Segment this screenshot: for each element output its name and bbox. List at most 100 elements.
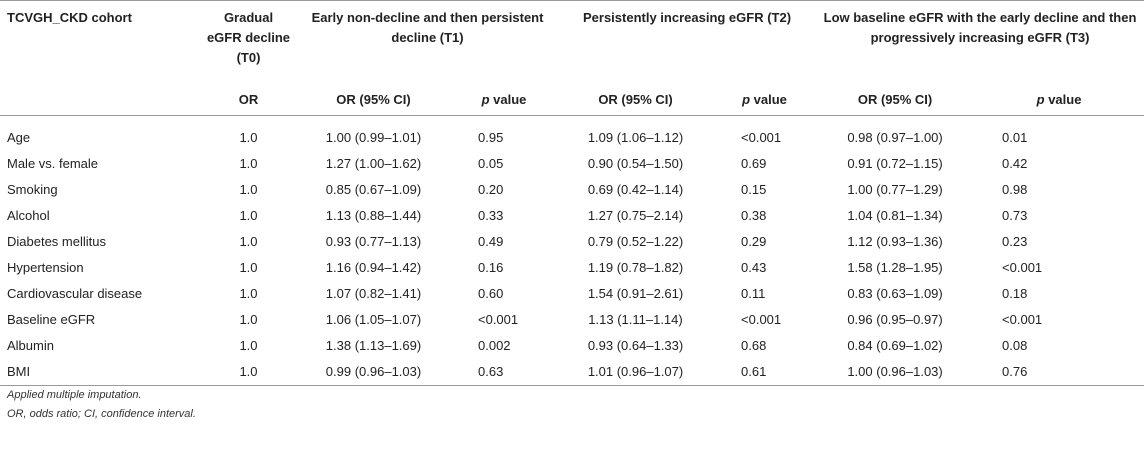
t3-p-value: 0.23 bbox=[1002, 233, 1028, 249]
t3-or-ci: 1.00 (0.96–1.03) bbox=[847, 364, 943, 379]
t0-or: 1.0 bbox=[239, 207, 258, 223]
subheader-t1-or-ci: OR (95% CI) bbox=[336, 91, 411, 107]
t1-p-value: 0.63 bbox=[478, 364, 504, 379]
t1-p-value: 0.05 bbox=[478, 155, 504, 171]
row-label: Albumin bbox=[7, 337, 54, 353]
t0-or: 1.0 bbox=[239, 311, 258, 327]
t1-p-value: 0.20 bbox=[478, 181, 504, 197]
odds-ratio-table: TCVGH_CKD cohort Gradual eGFR decline (T… bbox=[0, 0, 1144, 386]
subheader-t1-p-value: p value bbox=[450, 83, 558, 116]
table-row: BMI 1.0 0.99 (0.96–1.03) 0.63 1.01 (0.96… bbox=[0, 358, 1144, 386]
t3-p-value: 0.08 bbox=[1002, 337, 1028, 353]
t1-or-ci: 1.00 (0.99–1.01) bbox=[325, 129, 422, 145]
t3-or-ci: 1.04 (0.81–1.34) bbox=[847, 207, 943, 223]
table-row: Cardiovascular disease 1.0 1.07 (0.82–1.… bbox=[0, 280, 1144, 306]
table-row: Age 1.0 1.00 (0.99–1.01) 0.95 1.09 (1.06… bbox=[0, 116, 1144, 151]
t3-or-ci: 0.98 (0.97–1.00) bbox=[847, 129, 943, 145]
t2-p-value: 0.15 bbox=[741, 181, 767, 197]
t3-p-value: 0.01 bbox=[1002, 129, 1028, 145]
corner-header: TCVGH_CKD cohort bbox=[7, 10, 132, 25]
t2-p-value: <0.001 bbox=[741, 129, 782, 145]
t3-p-value: <0.001 bbox=[1002, 259, 1043, 275]
table-row: Male vs. female 1.0 1.27 (1.00–1.62) 0.0… bbox=[0, 150, 1144, 176]
subheader-row: OR OR (95% CI) p value OR (95% CI) p val… bbox=[0, 83, 1144, 116]
group-header-t0: Gradual eGFR decline (T0) bbox=[206, 10, 291, 65]
t1-or-ci: 1.27 (1.00–1.62) bbox=[325, 155, 422, 171]
row-label: Baseline eGFR bbox=[7, 311, 96, 327]
row-label: Male vs. female bbox=[7, 155, 99, 171]
group-header-t1: Early non-decline and then persistent de… bbox=[311, 10, 544, 45]
table-body: Age 1.0 1.00 (0.99–1.01) 0.95 1.09 (1.06… bbox=[0, 116, 1144, 386]
results-table-container: TCVGH_CKD cohort Gradual eGFR decline (T… bbox=[0, 0, 1144, 386]
t3-p-value: <0.001 bbox=[1002, 311, 1043, 327]
t3-or-ci: 0.83 (0.63–1.09) bbox=[847, 285, 943, 301]
t2-or-ci: 0.79 (0.52–1.22) bbox=[587, 233, 684, 249]
t0-or: 1.0 bbox=[239, 259, 258, 275]
t1-p-value: 0.60 bbox=[478, 285, 504, 301]
t2-p-value: 0.68 bbox=[741, 337, 767, 353]
subheader-t3-p-value: p value bbox=[974, 83, 1144, 116]
t3-or-ci: 0.91 (0.72–1.15) bbox=[847, 155, 943, 171]
t1-or-ci: 0.99 (0.96–1.03) bbox=[325, 364, 422, 379]
t0-or: 1.0 bbox=[239, 285, 258, 301]
t3-p-value: 0.42 bbox=[1002, 155, 1028, 171]
row-label: Diabetes mellitus bbox=[7, 233, 106, 249]
group-header-row: TCVGH_CKD cohort Gradual eGFR decline (T… bbox=[0, 0, 1144, 84]
p-letter: p bbox=[742, 91, 751, 107]
t2-or-ci: 0.90 (0.54–1.50) bbox=[587, 155, 684, 171]
subheader-t2-or-ci: OR (95% CI) bbox=[598, 91, 673, 107]
t2-p-value: 0.38 bbox=[741, 207, 767, 223]
t1-or-ci: 1.13 (0.88–1.44) bbox=[325, 207, 422, 223]
t1-or-ci: 1.06 (1.05–1.07) bbox=[325, 311, 422, 327]
table-row: Albumin 1.0 1.38 (1.13–1.69) 0.002 0.93 … bbox=[0, 332, 1144, 358]
p-suffix: value bbox=[1044, 91, 1082, 107]
row-label: BMI bbox=[7, 364, 31, 379]
t2-or-ci: 1.09 (1.06–1.12) bbox=[587, 129, 684, 145]
table-row: Baseline eGFR 1.0 1.06 (1.05–1.07) <0.00… bbox=[0, 306, 1144, 332]
t3-or-ci: 0.84 (0.69–1.02) bbox=[847, 337, 943, 353]
p-letter: p bbox=[481, 91, 490, 107]
row-label: Age bbox=[7, 129, 31, 145]
t2-p-value: 0.61 bbox=[741, 364, 767, 379]
footnote-abbreviations: OR, odds ratio; CI, confidence interval. bbox=[7, 408, 196, 420]
t1-p-value: 0.16 bbox=[478, 259, 504, 275]
t2-or-ci: 1.27 (0.75–2.14) bbox=[587, 207, 684, 223]
p-suffix: value bbox=[489, 91, 527, 107]
t1-or-ci: 1.07 (0.82–1.41) bbox=[325, 285, 422, 301]
t3-p-value: 0.98 bbox=[1002, 181, 1028, 197]
table-footnotes: Applied multiple imputation. OR, odds ra… bbox=[7, 386, 196, 424]
t3-p-value: 0.73 bbox=[1002, 207, 1028, 223]
p-suffix: value bbox=[750, 91, 787, 107]
row-label: Hypertension bbox=[7, 259, 84, 275]
table-row: Smoking 1.0 0.85 (0.67–1.09) 0.20 0.69 (… bbox=[0, 176, 1144, 202]
t3-p-value: 0.18 bbox=[1002, 285, 1028, 301]
t2-p-value: 0.29 bbox=[741, 233, 767, 249]
t1-p-value: <0.001 bbox=[478, 311, 519, 327]
group-header-t3: Low baseline eGFR with the early decline… bbox=[823, 10, 1137, 45]
subheader-t2-p-value: p value bbox=[713, 83, 816, 116]
t2-or-ci: 1.01 (0.96–1.07) bbox=[587, 364, 684, 379]
table-row: Diabetes mellitus 1.0 0.93 (0.77–1.13) 0… bbox=[0, 228, 1144, 254]
subheader-t3-or-ci: OR (95% CI) bbox=[857, 91, 933, 107]
footnote-imputation: Applied multiple imputation. bbox=[7, 389, 142, 401]
t3-or-ci: 0.96 (0.95–0.97) bbox=[847, 311, 943, 327]
t1-p-value: 0.49 bbox=[478, 233, 504, 249]
t1-p-value: 0.33 bbox=[478, 207, 504, 223]
table-row: Alcohol 1.0 1.13 (0.88–1.44) 0.33 1.27 (… bbox=[0, 202, 1144, 228]
t0-or: 1.0 bbox=[239, 129, 258, 145]
t0-or: 1.0 bbox=[239, 364, 258, 379]
t2-p-value: 0.11 bbox=[741, 285, 766, 301]
t3-or-ci: 1.00 (0.77–1.29) bbox=[847, 181, 943, 197]
row-label: Alcohol bbox=[7, 207, 50, 223]
t2-or-ci: 0.69 (0.42–1.14) bbox=[587, 181, 684, 197]
t1-p-value: 0.002 bbox=[478, 337, 511, 353]
t0-or: 1.0 bbox=[239, 181, 258, 197]
t1-or-ci: 0.93 (0.77–1.13) bbox=[325, 233, 422, 249]
t1-p-value: 0.95 bbox=[478, 129, 504, 145]
t3-or-ci: 1.12 (0.93–1.36) bbox=[847, 233, 943, 249]
t2-p-value: 0.43 bbox=[741, 259, 767, 275]
t2-or-ci: 0.93 (0.64–1.33) bbox=[587, 337, 684, 353]
subheader-empty bbox=[0, 83, 200, 116]
p-letter: p bbox=[1036, 91, 1045, 107]
subheader-t0-or: OR bbox=[238, 91, 259, 107]
